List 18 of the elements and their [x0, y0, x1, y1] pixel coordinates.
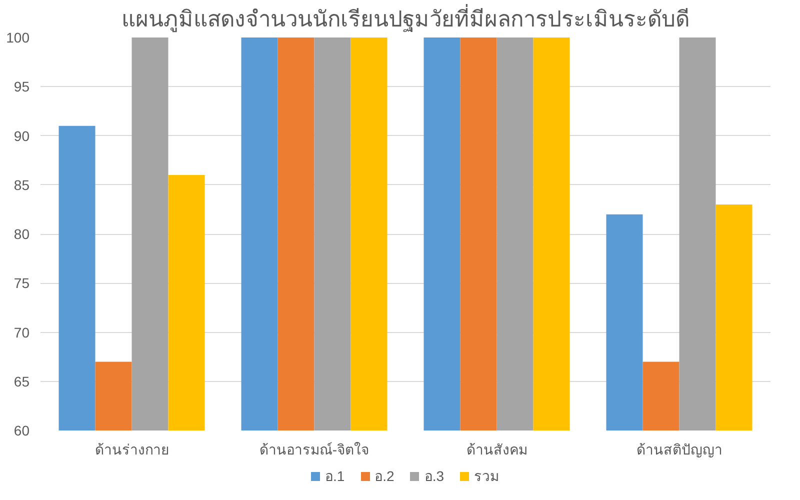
y-tick-label: 70: [14, 324, 30, 340]
chart-title: แผนภูมิแสดงจำนวนนักเรียนปฐมวัยที่มีผลการประเมินระดับดี: [122, 4, 690, 32]
x-tick-label: ด้านอารมณ์-จิตใจ: [259, 442, 370, 458]
y-tick-label: 75: [14, 275, 30, 292]
x-tick-label: ด้านสติปัญญา: [636, 442, 722, 458]
y-tick-label: 85: [14, 176, 30, 193]
legend-label: อ.1: [324, 467, 345, 486]
legend-label: อ.3: [424, 467, 444, 486]
y-tick-label: 100: [6, 30, 30, 46]
y-tick-label: 95: [14, 78, 30, 95]
y-tick-label: 65: [14, 373, 30, 390]
y-tick-label: 80: [14, 226, 30, 242]
legend-label: รวม: [474, 467, 500, 486]
y-tick-label: 60: [14, 422, 30, 438]
x-tick-label: ด้านร่างกาย: [94, 442, 169, 458]
y-tick-label: 90: [14, 128, 30, 144]
x-tick-label: ด้านสังคม: [466, 442, 528, 458]
legend-label: อ.2: [374, 467, 394, 486]
